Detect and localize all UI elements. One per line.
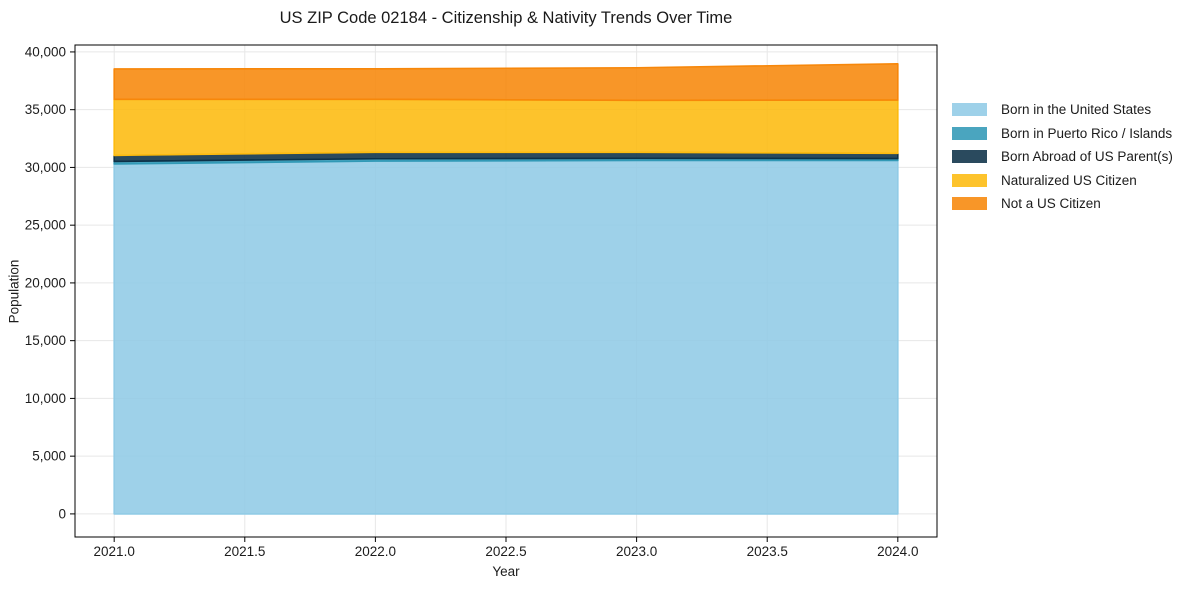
area-series bbox=[113, 159, 899, 515]
legend-item: Not a US Citizen bbox=[952, 196, 1173, 211]
legend-color-swatch bbox=[952, 126, 987, 140]
chart-title: US ZIP Code 02184 - Citizenship & Nativi… bbox=[279, 9, 733, 27]
y-tick-label: 15,000 bbox=[25, 333, 66, 348]
area-series bbox=[113, 63, 899, 102]
x-tick-label: 2022.0 bbox=[355, 544, 396, 559]
legend-item: Naturalized US Citizen bbox=[952, 172, 1173, 188]
y-tick-label: 10,000 bbox=[25, 391, 66, 406]
y-tick-label: 20,000 bbox=[25, 275, 66, 290]
y-tick-label: 25,000 bbox=[25, 218, 66, 233]
legend-label: Born in Puerto Rico / Islands bbox=[1001, 125, 1173, 141]
legend-item: Born Abroad of US Parent(s) bbox=[952, 149, 1173, 164]
x-tick-label: 2023.0 bbox=[616, 544, 657, 559]
legend-color-swatch bbox=[952, 173, 987, 187]
legend-color-swatch bbox=[952, 197, 987, 210]
legend-color-swatch bbox=[952, 150, 987, 163]
legend-item: Born in Puerto Rico / Islands bbox=[952, 125, 1173, 141]
y-tick-label: 0 bbox=[58, 506, 66, 521]
area-series bbox=[113, 98, 899, 157]
x-tick-label: 2024.0 bbox=[877, 544, 918, 559]
y-tick-label: 35,000 bbox=[25, 102, 66, 117]
legend: Born in the United States Born in Puerto … bbox=[952, 102, 1173, 221]
y-tick-label: 5,000 bbox=[32, 449, 66, 464]
legend-item: Born in the United States bbox=[952, 102, 1173, 117]
legend-label: Born in the United States bbox=[1001, 102, 1152, 117]
legend-label: Born Abroad of US Parent(s) bbox=[1001, 149, 1173, 164]
y-axis-label: Population bbox=[6, 259, 22, 324]
x-tick-label: 2023.5 bbox=[747, 544, 788, 559]
x-axis-label: Year bbox=[492, 564, 520, 579]
x-tick-label: 2021.0 bbox=[94, 544, 135, 559]
legend-label: Not a US Citizen bbox=[1001, 196, 1101, 211]
legend-label: Naturalized US Citizen bbox=[1001, 172, 1137, 188]
legend-color-swatch bbox=[952, 103, 987, 116]
x-tick-label: 2022.5 bbox=[485, 544, 526, 559]
y-tick-label: 30,000 bbox=[25, 160, 66, 175]
x-tick-label: 2021.5 bbox=[224, 544, 265, 559]
y-tick-label: 40,000 bbox=[25, 44, 66, 59]
